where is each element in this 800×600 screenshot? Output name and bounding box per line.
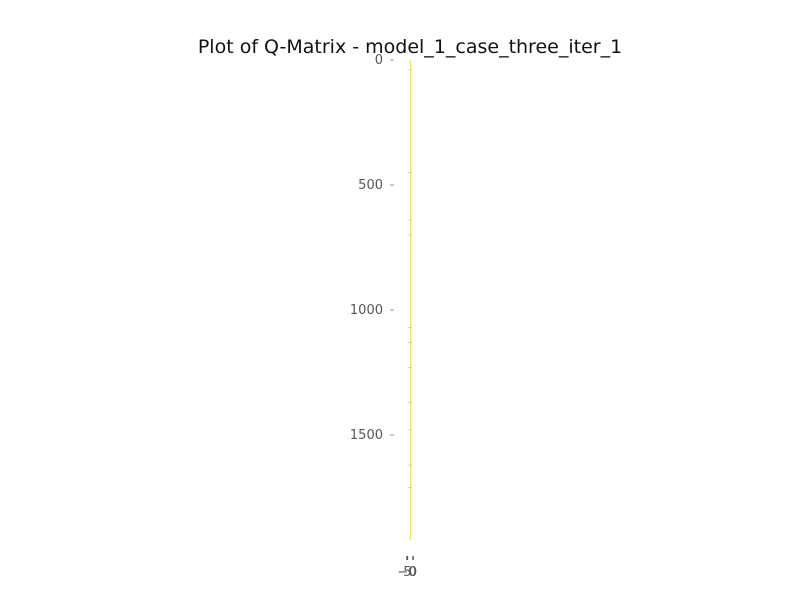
y-tick-label: 0: [375, 53, 383, 68]
heatmap-area: [407, 60, 413, 540]
heatmap-cells: [408, 60, 412, 540]
chart-title: Plot of Q-Matrix - model_1_case_three_it…: [198, 36, 622, 58]
y-tick-label: 1000: [350, 303, 383, 318]
x-axis: −050: [397, 556, 417, 580]
x-tick-label: 0: [409, 565, 417, 580]
y-axis: 0 500 1000 1500: [350, 53, 394, 443]
y-tick-label: 1500: [350, 428, 383, 443]
x-tick-label: 5: [403, 565, 411, 580]
heatmap-column-4: [410, 60, 412, 540]
y-tick-label: 500: [358, 178, 383, 193]
x-tick-label: −0: [397, 565, 416, 580]
